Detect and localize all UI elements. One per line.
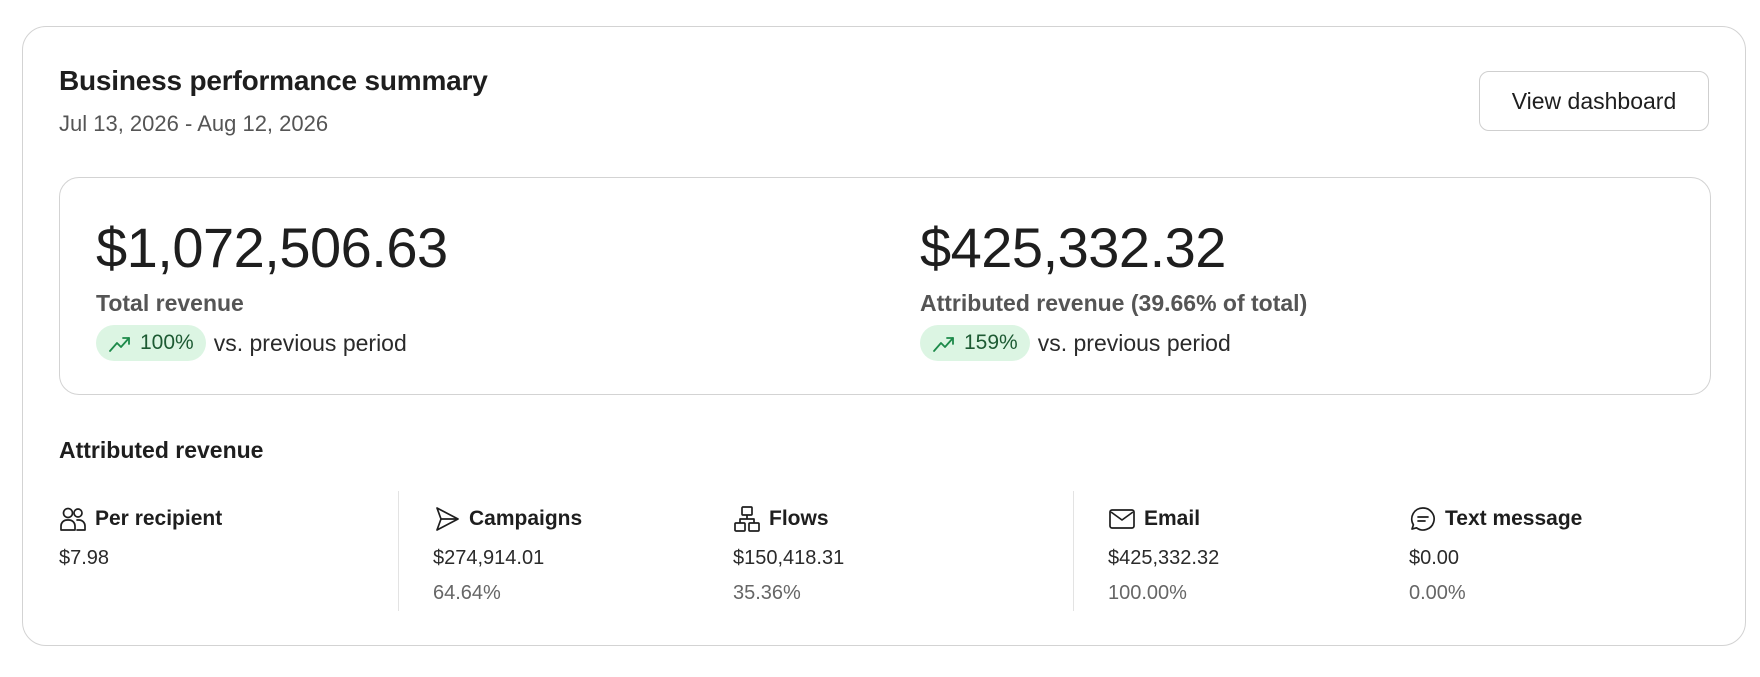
message-icon <box>1410 507 1435 531</box>
attributed-revenue-trend: 159% vs. previous period <box>920 325 1307 361</box>
stat-label: Email <box>1144 507 1201 530</box>
trend-badge: 159% <box>920 325 1030 361</box>
divider <box>1073 491 1074 611</box>
stat-percent: 100.00% <box>1108 582 1187 604</box>
revenue-summary-panel: $1,072,506.63 Total revenue 100% vs. pre… <box>59 177 1711 395</box>
view-dashboard-button[interactable]: View dashboard <box>1479 71 1709 131</box>
divider <box>398 491 399 611</box>
stat-percent: 0.00% <box>1409 582 1466 604</box>
stat-value: $0.00 <box>1409 547 1460 569</box>
attributed-revenue-label: Attributed revenue (39.66% of total) <box>920 290 1308 316</box>
total-revenue-label: Total revenue <box>96 290 244 316</box>
stat-label: Flows <box>769 507 829 530</box>
users-icon <box>60 507 86 531</box>
stat-value: $7.98 <box>59 547 110 569</box>
total-revenue-metric: $1,072,506.63 Total revenue 100% vs. pre… <box>96 216 448 361</box>
stat-flows: Flows $150,418.31 35.36% <box>733 503 844 605</box>
trend-percent: 159% <box>964 331 1018 354</box>
stat-percent: 64.64% <box>433 582 501 604</box>
total-revenue-value: $1,072,506.63 <box>96 216 448 279</box>
trending-up-icon <box>933 337 954 352</box>
stat-percent: 35.36% <box>733 582 801 604</box>
page-title: Business performance summary <box>59 65 488 96</box>
stat-label: Text message <box>1445 507 1583 530</box>
trend-text: vs. previous period <box>213 329 407 356</box>
stat-text-message: Text message $0.00 0.00% <box>1409 503 1582 605</box>
mail-icon <box>1109 509 1135 529</box>
trend-percent: 100% <box>140 331 194 354</box>
stat-per-recipient: Per recipient $7.98 <box>59 503 222 570</box>
stat-label: Campaigns <box>469 507 583 530</box>
stat-value: $150,418.31 <box>733 547 845 569</box>
flow-icon <box>734 506 760 532</box>
stat-label: Per recipient <box>95 507 223 530</box>
trend-text: vs. previous period <box>1037 329 1231 356</box>
date-range: Jul 13, 2026 - Aug 12, 2026 <box>59 111 329 136</box>
total-revenue-trend: 100% vs. previous period <box>96 325 448 361</box>
trending-up-icon <box>109 337 130 352</box>
attributed-revenue-value: $425,332.32 <box>920 216 1226 279</box>
business-performance-card: Business performance summary Jul 13, 202… <box>22 26 1746 646</box>
attributed-revenue-heading: Attributed revenue <box>59 437 264 463</box>
attributed-revenue-metric: $425,332.32 Attributed revenue (39.66% o… <box>920 216 1307 361</box>
stat-value: $274,914.01 <box>433 547 545 569</box>
stat-campaigns: Campaigns $274,914.01 64.64% <box>433 503 582 605</box>
send-icon <box>436 507 459 531</box>
stat-email: Email $425,332.32 100.00% <box>1108 503 1219 605</box>
stat-value: $425,332.32 <box>1108 547 1220 569</box>
trend-badge: 100% <box>96 325 206 361</box>
